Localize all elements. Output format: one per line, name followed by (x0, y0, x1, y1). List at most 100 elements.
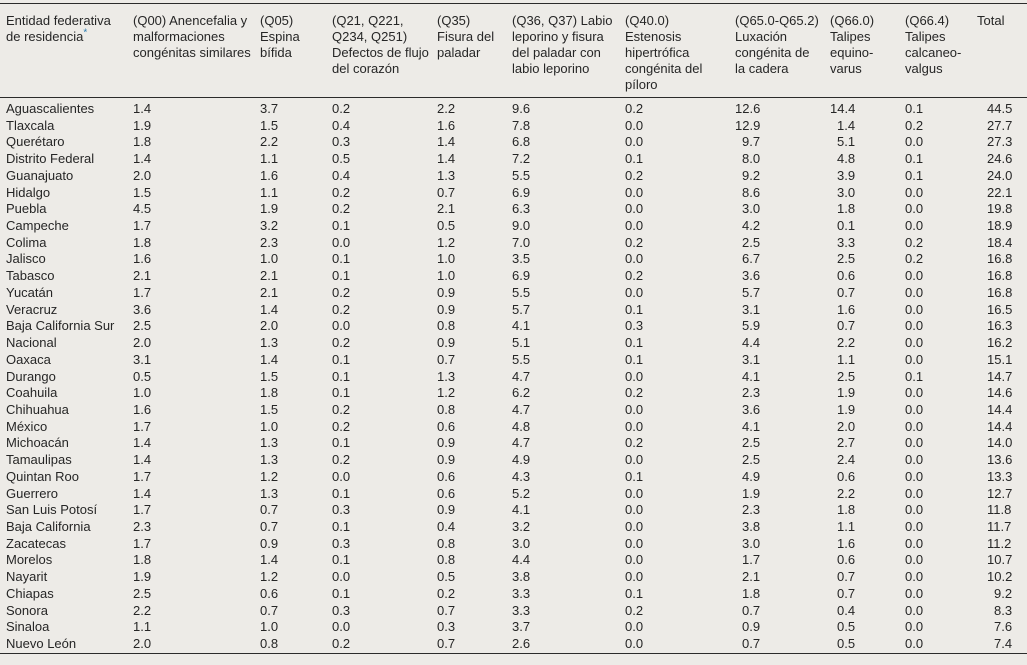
rate-value-cell: 10.7 (977, 552, 1027, 569)
rate-value-cell: 0.0 (905, 268, 977, 285)
rate-value-cell: 0.0 (625, 452, 735, 469)
rate-value-cell: 22.1 (977, 185, 1027, 202)
table-row: Campeche 1.7 3.2 0.1 0.5 9.0 0.0 4.2 0.1 0.0 18.9 (0, 218, 1027, 235)
rate-value: 0.0 (905, 335, 924, 351)
state-name: Tamaulipas (6, 452, 72, 468)
rate-value-cell: 0.1 (625, 469, 735, 486)
rate-value-cell: 0.0 (905, 519, 977, 536)
rate-value: 9.2 (994, 585, 1013, 601)
rate-value: 1.7 (133, 468, 152, 484)
rate-value: 3.6 (133, 301, 152, 317)
rate-value: 1.8 (837, 502, 856, 518)
rate-value: 0.2 (332, 101, 351, 116)
rate-value: 6.3 (512, 201, 531, 217)
rate-value-cell: 3.3 (512, 586, 625, 603)
state-name: Michoacán (6, 435, 69, 451)
rate-value-cell: 1.7 (133, 536, 260, 553)
state-name: Baja California Sur (6, 318, 115, 334)
rate-value: 1.4 (133, 151, 152, 167)
rate-value: 0.6 (437, 418, 456, 434)
table-body: Aguascalientes 1.4 3.7 0.2 2.2 9.6 0.2 12.6 14.4… (0, 98, 1027, 654)
rate-value-cell: 3.0 (735, 201, 830, 218)
rate-value-cell: 0.9 (437, 302, 512, 319)
rate-value-cell: 4.8 (830, 151, 905, 168)
rate-value-cell: 0.0 (625, 552, 735, 569)
rate-value-cell: 0.2 (905, 118, 977, 135)
rate-value: 0.2 (625, 435, 644, 451)
rate-value-cell: 1.1 (133, 619, 260, 636)
rate-value: 0.1 (905, 368, 924, 384)
rate-value-cell: 0.1 (332, 251, 437, 268)
rate-value-cell: 7.4 (977, 636, 1027, 654)
rate-value-cell: 1.4 (133, 452, 260, 469)
rate-value: 3.1 (742, 351, 761, 367)
rate-value-cell: 0.7 (260, 519, 332, 536)
column-header-q36-q37: (Q36, Q37) Labio leporino y fisura del p… (512, 3, 625, 98)
rate-value-cell: 3.3 (512, 603, 625, 620)
rate-value-cell: 19.8 (977, 201, 1027, 218)
rate-value: 2.5 (742, 234, 761, 250)
rate-value: 0.9 (260, 535, 279, 551)
rate-value-cell: 2.1 (260, 285, 332, 302)
rate-value-cell: 2.2 (260, 134, 332, 151)
rate-value-cell: 0.7 (735, 603, 830, 620)
table-row: Nayarit 1.9 1.2 0.0 0.5 3.8 0.0 2.1 0.7 0.0 10.2 (0, 569, 1027, 586)
rate-value: 18.9 (987, 218, 1013, 234)
rate-value: 0.3 (332, 134, 351, 150)
rate-value: 2.0 (133, 167, 152, 183)
rate-value: 0.3 (437, 619, 456, 635)
rate-value: 6.8 (512, 134, 531, 150)
rate-value-cell: 1.3 (437, 369, 512, 386)
rate-value: 0.7 (837, 318, 856, 334)
rate-value-cell: 0.3 (332, 502, 437, 519)
rate-value-cell: 2.7 (830, 435, 905, 452)
rate-value: 5.5 (512, 351, 531, 367)
rate-value-cell: 3.1 (735, 302, 830, 319)
rate-value: 1.6 (837, 301, 856, 317)
rate-value: 1.0 (437, 251, 456, 267)
rate-value: 2.5 (837, 251, 856, 267)
rate-value-cell: 0.2 (332, 201, 437, 218)
state-name: Tlaxcala (6, 117, 55, 133)
rate-value: 0.2 (437, 585, 456, 601)
rate-value-cell: 2.0 (133, 636, 260, 654)
rate-value: 0.2 (332, 452, 351, 468)
rate-value: 27.3 (987, 134, 1013, 150)
rate-value-cell: 0.0 (905, 569, 977, 586)
rate-value-cell: 0.0 (625, 402, 735, 419)
rate-value: 0.6 (437, 485, 456, 501)
rate-value: 3.9 (837, 167, 856, 183)
rate-value: 1.8 (837, 201, 856, 217)
rate-value-cell: 1.7 (133, 218, 260, 235)
rate-value-cell: 16.8 (977, 268, 1027, 285)
rate-value-cell: 2.2 (437, 98, 512, 118)
rate-value: 24.0 (987, 167, 1013, 183)
rate-value: 0.1 (332, 218, 351, 234)
rate-value: 2.6 (512, 636, 531, 651)
rate-value-cell: 0.6 (260, 586, 332, 603)
rate-value: 1.8 (133, 552, 152, 568)
rate-value-cell: 2.3 (133, 519, 260, 536)
rate-value-cell: 0.2 (332, 419, 437, 436)
rate-value-cell: 14.4 (977, 419, 1027, 436)
rate-value: 1.9 (837, 401, 856, 417)
rate-value: 0.9 (437, 502, 456, 518)
rate-value: 2.2 (133, 602, 152, 618)
rate-value-cell: 4.7 (512, 369, 625, 386)
state-name: Sonora (6, 602, 48, 618)
rate-value-cell: 0.3 (332, 536, 437, 553)
rate-value-cell: 0.9 (260, 536, 332, 553)
rate-value: 1.6 (437, 117, 456, 133)
rate-value-cell: 2.2 (830, 486, 905, 503)
rate-value: 0.0 (332, 234, 351, 250)
rate-value: 4.7 (512, 368, 531, 384)
rate-value: 1.4 (133, 485, 152, 501)
rate-value-cell: 5.1 (830, 134, 905, 151)
rate-value-cell: 0.5 (437, 218, 512, 235)
rate-value-cell: 0.9 (735, 619, 830, 636)
rate-value-cell: 3.7 (260, 98, 332, 118)
rate-value: 1.4 (133, 435, 152, 451)
rate-value: 0.1 (332, 552, 351, 568)
rate-value-cell: 13.6 (977, 452, 1027, 469)
column-header-q05: (Q05) Espina bífida (260, 3, 332, 98)
